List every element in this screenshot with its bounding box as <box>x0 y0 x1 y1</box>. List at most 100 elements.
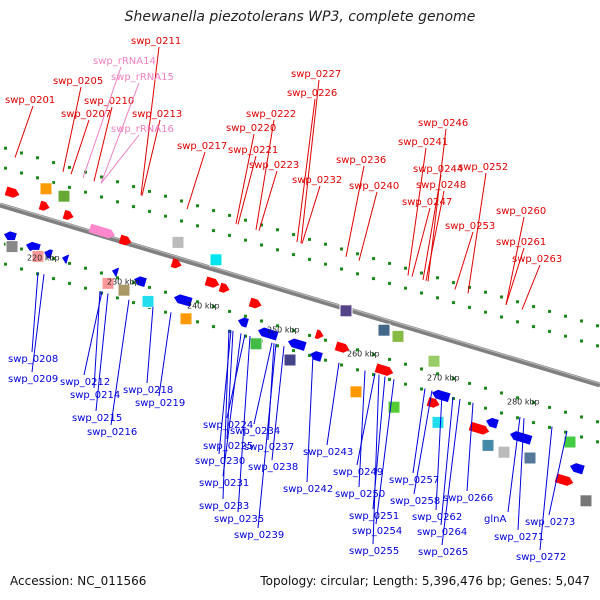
gc-tick <box>292 253 295 257</box>
rrna-gene-arrow <box>88 223 115 239</box>
feature-box <box>497 445 511 459</box>
plus-leader-line <box>140 46 160 196</box>
gc-tick <box>292 349 295 353</box>
gc-tick <box>356 348 359 352</box>
plus-gene-arrow <box>62 209 74 220</box>
minus-gene-label: swp_0218 <box>123 385 173 396</box>
minus-leader-line <box>375 379 395 525</box>
plus-gene-label: swp_0227 <box>291 69 341 80</box>
kbp-tick-label: 240 kbp <box>187 302 220 311</box>
gc-tick <box>260 319 263 323</box>
gc-tick <box>180 219 183 223</box>
gc-tick <box>4 262 7 266</box>
minus-gene-label: swp_0273 <box>525 517 575 528</box>
minus-leader-line <box>253 342 273 425</box>
accession-label: Accession: NC_011566 <box>10 574 147 588</box>
genome-summary: Topology: circular; Length: 5,396,476 bp… <box>260 574 590 588</box>
minus-gene-arrow <box>510 431 533 445</box>
gc-tick <box>164 310 167 314</box>
gc-tick <box>356 368 359 372</box>
gc-tick <box>4 146 7 150</box>
gc-tick <box>532 421 535 425</box>
kbp-tick-label: 220 kbp <box>27 254 60 263</box>
gc-tick <box>500 391 503 395</box>
plus-gene-label: swp_0221 <box>228 145 278 156</box>
gc-tick <box>244 334 247 338</box>
gc-tick <box>340 247 343 251</box>
gc-tick <box>196 204 199 208</box>
gc-tick <box>340 267 343 271</box>
gc-tick <box>164 214 167 218</box>
minus-gene-arrow <box>288 338 307 351</box>
gc-tick <box>276 344 279 348</box>
feature-box <box>39 182 53 196</box>
minus-gene-label: swp_0264 <box>417 527 467 538</box>
plus-gene-label: swp_0236 <box>336 155 386 166</box>
plus-gene-label: swp_0253 <box>445 221 495 232</box>
gc-tick <box>84 266 87 270</box>
gc-tick <box>132 281 135 285</box>
minus-gene-arrow <box>570 463 585 475</box>
kbp-tick-label: 260 kbp <box>347 350 380 359</box>
minus-leader-line <box>326 362 340 446</box>
gc-tick <box>388 261 391 265</box>
minus-gene-label: swp_0250 <box>335 489 385 500</box>
plus-gene-arrow <box>374 363 394 376</box>
feature-box <box>179 312 193 326</box>
plus-gene-arrow <box>204 276 220 288</box>
gc-tick <box>580 319 583 323</box>
gc-tick <box>180 199 183 203</box>
gc-tick <box>196 224 199 228</box>
minus-gene-arrow <box>258 327 279 341</box>
gc-tick <box>308 237 311 241</box>
plus-leader-line <box>237 155 257 225</box>
feature-box <box>339 304 353 318</box>
plus-gene-arrow <box>118 234 132 246</box>
gc-tick <box>68 261 71 265</box>
plus-leader-line <box>521 264 541 310</box>
plus-gene-label: swp_0232 <box>292 175 342 186</box>
gc-tick <box>212 305 215 309</box>
gc-tick <box>516 396 519 400</box>
minus-gene-label: swp_0265 <box>418 547 468 558</box>
gc-tick <box>452 397 455 401</box>
gc-tick <box>228 213 231 217</box>
plus-gene-arrow <box>314 329 324 339</box>
plus-gene-label: swp_0241 <box>398 137 448 148</box>
plus-gene-arrow <box>334 341 350 353</box>
minus-leader-line <box>95 293 109 412</box>
gc-tick <box>500 411 503 415</box>
feature-box <box>101 276 115 290</box>
feature-box <box>523 451 537 465</box>
minus-gene-label: swp_0214 <box>70 390 120 401</box>
minus-leader-line <box>466 402 474 492</box>
gc-tick <box>388 357 391 361</box>
gc-tick <box>84 190 87 194</box>
plus-leader-line <box>100 82 140 184</box>
gc-tick <box>84 286 87 290</box>
gc-tick <box>404 362 407 366</box>
plus-leader-line <box>70 119 90 175</box>
gc-tick <box>564 334 567 338</box>
minus-gene-arrow <box>112 267 120 277</box>
plus-gene-label: swp_0244 <box>413 164 463 175</box>
gc-tick <box>372 257 375 261</box>
gc-tick <box>420 291 423 295</box>
minus-gene-label: swp_0271 <box>494 532 544 543</box>
gc-tick <box>596 440 599 444</box>
gc-tick <box>596 420 599 424</box>
gc-tick <box>68 165 71 169</box>
minus-leader-line <box>435 393 443 511</box>
gc-tick <box>100 271 103 275</box>
minus-leader-line <box>306 354 314 483</box>
gc-tick <box>484 406 487 410</box>
minus-leader-line <box>226 330 234 440</box>
plus-leader-line <box>505 216 525 305</box>
minus-leader-line <box>31 272 39 353</box>
gc-tick <box>500 315 503 319</box>
minus-gene-label: swp_0255 <box>349 546 399 557</box>
gc-tick <box>436 276 439 280</box>
minus-gene-label: swp_0231 <box>199 478 249 489</box>
feature-box <box>209 253 223 267</box>
minus-gene-arrow <box>4 231 17 242</box>
